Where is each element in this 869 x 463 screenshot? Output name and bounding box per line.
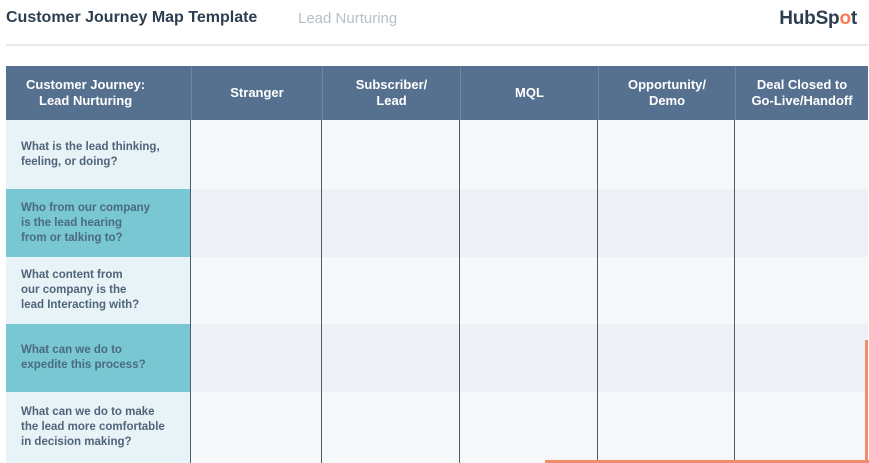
table-cell[interactable]: [191, 324, 322, 392]
journey-map-table: Customer Journey: Lead Nurturing Strange…: [6, 66, 868, 463]
column-header-line2: Demo: [648, 93, 686, 108]
table-cell[interactable]: [598, 392, 735, 463]
column-header-deal-closed: Deal Closed to Go-Live/Handoff: [735, 66, 868, 120]
table-cell[interactable]: [322, 189, 460, 257]
column-header-opportunity-demo: Opportunity/Demo: [598, 66, 735, 120]
row-header-line: lead Interacting with?: [21, 299, 140, 311]
table-cell[interactable]: [322, 324, 460, 392]
column-header-line2: Go-Live/Handoff: [751, 93, 853, 108]
table-cell[interactable]: [735, 392, 868, 463]
table-cell[interactable]: [460, 392, 598, 463]
page-title: Customer Journey Map Template: [6, 9, 258, 26]
table-cell[interactable]: [735, 257, 868, 324]
table-cell[interactable]: [598, 120, 735, 189]
row-header-content: What content from our company is the lead …: [6, 257, 191, 324]
table-cell[interactable]: [322, 257, 460, 324]
hubspot-logo: HubSpot: [779, 8, 857, 30]
column-header-subscriber-lead: Subscriber/Lead: [322, 66, 460, 120]
row-header-line: feeling, or doing?: [21, 155, 118, 168]
column-header-line1: MQL: [515, 85, 544, 100]
column-header-mql: MQL: [460, 66, 598, 120]
table-corner-header: Customer Journey: Lead Nurturing: [6, 66, 191, 120]
table-cell[interactable]: [460, 189, 598, 257]
row-header-line: What content from: [21, 269, 123, 281]
table-cell[interactable]: [598, 257, 735, 324]
accent-bar-right: [865, 340, 868, 463]
row-header-line: in decision making?: [21, 436, 132, 448]
row-header-line: Who from our company: [21, 201, 151, 214]
row-header-line: What can we do to make: [21, 406, 155, 418]
table-cell[interactable]: [460, 257, 598, 324]
table-cell[interactable]: [598, 189, 735, 257]
corner-header-line2: Lead Nurturing: [39, 93, 133, 108]
table-cell[interactable]: [191, 257, 322, 324]
page-header: Customer Journey Map Template Lead Nurtu…: [0, 0, 869, 44]
row-header-line: our company is the: [21, 284, 127, 296]
row-header-line: is the lead hearing: [21, 216, 122, 229]
table-cell[interactable]: [322, 120, 460, 189]
table-cell[interactable]: [735, 324, 868, 392]
row-header-line: What is the lead thinking,: [21, 140, 160, 153]
column-header-stranger: Stranger: [191, 66, 322, 120]
logo-sprocket-icon: o: [839, 8, 851, 29]
table-cell[interactable]: [191, 392, 322, 463]
row-header-line: from or talking to?: [21, 231, 123, 244]
corner-header-line1: Customer Journey:: [26, 77, 146, 92]
row-header-thinking: What is the lead thinking, feeling, or do…: [6, 120, 191, 189]
table-cell[interactable]: [735, 189, 868, 257]
row-header-comfortable: What can we do to make the lead more comf…: [6, 392, 191, 463]
table-cell[interactable]: [735, 120, 868, 189]
table-cell[interactable]: [191, 120, 322, 189]
logo-text-start: HubSp: [779, 8, 840, 29]
column-header-line1: Opportunity/: [628, 77, 706, 92]
header-divider: [6, 44, 868, 46]
column-header-line1: Deal Closed to: [756, 77, 848, 92]
table-cell[interactable]: [191, 189, 322, 257]
row-header-expedite: What can we do to expedite this process?: [6, 324, 191, 392]
page-subtitle: Lead Nurturing: [298, 10, 398, 27]
row-header-line: expedite this process?: [21, 359, 146, 371]
table-cell[interactable]: [598, 324, 735, 392]
table-cell[interactable]: [460, 324, 598, 392]
table-cell[interactable]: [460, 120, 598, 189]
column-header-line2: Lead: [376, 93, 407, 108]
column-header-line1: Subscriber/: [355, 77, 428, 92]
accent-bar-bottom: [545, 460, 869, 463]
row-header-line: the lead more comfortable: [21, 421, 165, 433]
logo-text-end: t: [850, 8, 857, 29]
row-header-line: What can we do to: [21, 344, 122, 356]
table-cell[interactable]: [322, 392, 460, 463]
row-header-who-talking: Who from our company is the lead hearing f…: [6, 189, 191, 257]
column-header-line1: Stranger: [230, 85, 284, 100]
